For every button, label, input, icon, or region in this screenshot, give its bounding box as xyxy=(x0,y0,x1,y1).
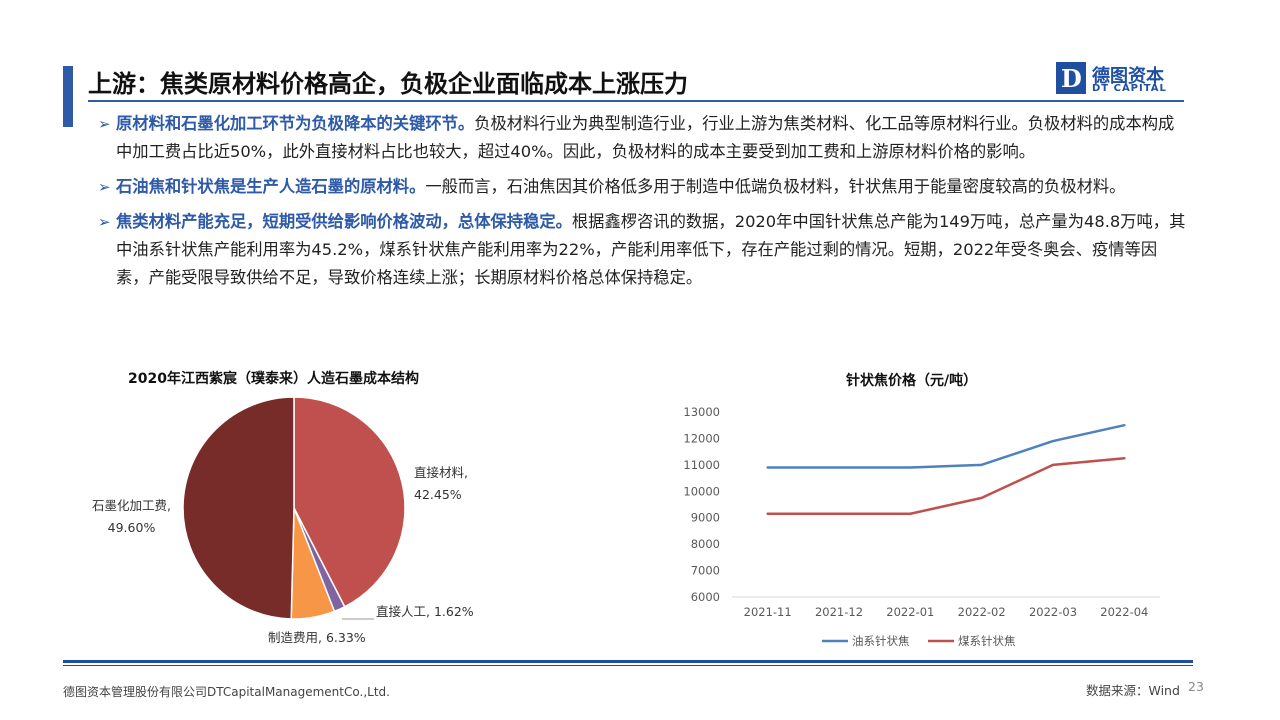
footer-divider xyxy=(63,660,1193,663)
legend-label: 油系针状焦 xyxy=(852,634,910,648)
pie-chart-title: 2020年江西紫宸（璞泰来）人造石墨成本结构 xyxy=(128,371,419,387)
footer-divider-thin xyxy=(63,665,1193,666)
logo-english-name: DT CAPITAL xyxy=(1092,83,1167,94)
y-tick-label: 9000 xyxy=(691,511,720,525)
bullet-item: ➢ 焦类材料产能充足，短期受供给影响价格波动，总体保持稳定。根据鑫椤咨讯的数据，… xyxy=(98,208,1188,292)
y-tick-label: 12000 xyxy=(683,431,720,445)
bullet-lead: 焦类材料产能充足，短期受供给影响价格波动，总体保持稳定。 xyxy=(116,212,572,231)
title-accent-bar xyxy=(63,66,73,127)
series-line-1 xyxy=(766,457,1126,515)
bullet-item: ➢ 原材料和石墨化加工环节为负极降本的关键环节。负极材料行业为典型制造行业，行业… xyxy=(98,110,1188,166)
bullet-body: 负极材料行业为典型制造行业，行业上游为焦类材料、化工品等原材料行业。负极材料的成… xyxy=(116,114,1175,161)
pie-chart xyxy=(182,396,406,620)
pie-slice-value: 49.60% xyxy=(107,520,156,535)
logo-mark: D xyxy=(1056,62,1086,94)
logo-chinese-name: 德图资本 xyxy=(1092,66,1164,87)
company-logo: D 德图资本 DT CAPITAL xyxy=(1056,60,1186,98)
y-tick-label: 6000 xyxy=(691,590,720,604)
pie-slice-value: 6.33% xyxy=(325,630,366,645)
pie-slice-value: 1.62% xyxy=(433,604,474,619)
bullet-body: 根据鑫椤咨讯的数据，2020年中国针状焦总产能为149万吨，总产量为48.8万吨… xyxy=(116,212,1186,287)
pie-slice-0 xyxy=(293,396,406,608)
y-tick-label: 11000 xyxy=(683,458,720,472)
bullet-item: ➢ 石油焦和针状焦是生产人造石墨的原材料。一般而言，石油焦因其价格低多用于制造中… xyxy=(98,173,1188,201)
y-tick-label: 7000 xyxy=(691,564,720,578)
y-tick-label: 10000 xyxy=(683,484,720,498)
pie-label-manufacturing-cost: 制造费用, 6.33% xyxy=(268,630,366,645)
pie-label-direct-labor: 直接人工, 1.62% xyxy=(376,604,474,619)
x-tick-label: 2021-11 xyxy=(744,605,792,619)
page-title: 上游：焦类原材料价格高企，负极企业面临成本上涨压力 xyxy=(88,70,688,98)
footer-company: 德图资本管理股份有限公司DTCapitalManagementCo.,Ltd. xyxy=(63,685,390,699)
pie-slice-name: 直接材料 xyxy=(414,465,465,480)
logo-letter: D xyxy=(1061,64,1082,93)
page-number: 23 xyxy=(1188,679,1204,694)
footer-source: 数据来源：Wind xyxy=(1086,683,1180,698)
arrow-bullet-icon: ➢ xyxy=(98,115,111,133)
bullet-body: 一般而言，石油焦因其价格低多用于制造中低端负极材料，针状焦用于能量密度较高的负极… xyxy=(425,177,1126,196)
bullet-list: ➢ 原材料和石墨化加工环节为负极降本的关键环节。负极材料行业为典型制造行业，行业… xyxy=(98,110,1188,299)
pie-label-direct-materials: 直接材料, 42.45% xyxy=(414,465,468,502)
pie-slice-name: 石墨化加工费 xyxy=(92,498,168,513)
title-divider xyxy=(88,100,1184,102)
y-tick-label: 13000 xyxy=(683,405,720,419)
line-chart: 6000 7000 8000 9000 10000 11000 12000 13000 2021… xyxy=(683,405,1160,648)
legend-label: 煤系针状焦 xyxy=(958,634,1016,648)
series-line-0 xyxy=(766,423,1126,469)
pie-slice-value: 42.45% xyxy=(414,487,462,502)
arrow-bullet-icon: ➢ xyxy=(98,213,111,231)
pie-slice-3 xyxy=(182,396,295,620)
line-chart-title: 针状焦价格（元/吨） xyxy=(846,373,978,389)
pie-label-graphitization-fee: 石墨化加工费, 49.60% xyxy=(92,498,171,535)
bullet-lead: 石油焦和针状焦是生产人造石墨的原材料。 xyxy=(116,177,426,196)
x-tick-label: 2022-04 xyxy=(1100,605,1148,619)
arrow-bullet-icon: ➢ xyxy=(98,178,111,196)
pie-slice-name: 直接人工 xyxy=(376,604,427,619)
bullet-lead: 原材料和石墨化加工环节为负极降本的关键环节。 xyxy=(116,114,475,133)
pie-slice-name: 制造费用 xyxy=(268,630,319,645)
x-tick-label: 2022-02 xyxy=(958,605,1006,619)
y-tick-label: 8000 xyxy=(691,537,720,551)
x-tick-label: 2022-01 xyxy=(886,605,934,619)
x-tick-label: 2022-03 xyxy=(1029,605,1077,619)
x-tick-label: 2021-12 xyxy=(815,605,863,619)
